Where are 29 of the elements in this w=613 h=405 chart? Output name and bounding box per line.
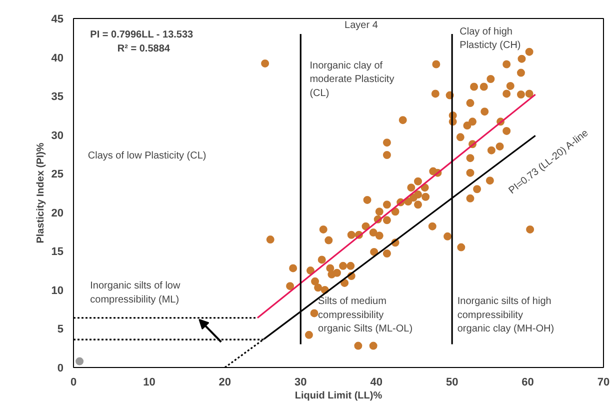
annotation: Inorganic clay of moderate Plasticity (CL) bbox=[310, 60, 394, 99]
y-tick-label: 35 bbox=[51, 91, 64, 104]
annotation: Inorganic silts of high compressibility organic clay (MH-OH) bbox=[457, 296, 554, 335]
y-tick-label: 45 bbox=[51, 14, 64, 26]
chart-title: Layer 4 bbox=[344, 20, 378, 32]
annotation: Clay of high Plasticty (CH) bbox=[460, 26, 521, 52]
y-tick-label: 30 bbox=[51, 130, 64, 142]
annotation: PI = 0.7996LL - 13.533 bbox=[90, 29, 194, 40]
x-tick-label: 20 bbox=[218, 376, 232, 388]
y-tick-label: 0 bbox=[57, 362, 64, 374]
y-tick-label: 40 bbox=[51, 52, 64, 64]
annotation: Silts of medium compressibility organic Silts (ML-OL) bbox=[318, 296, 413, 335]
y-tick-label: 20 bbox=[51, 207, 64, 220]
y-tick-label: 25 bbox=[51, 168, 64, 181]
y-tick-label: 15 bbox=[51, 246, 64, 258]
x-tick-label: 0 bbox=[70, 376, 77, 388]
x-tick-label: 50 bbox=[446, 376, 458, 388]
y-tick-label: 10 bbox=[51, 284, 64, 297]
annotation: Inorganic silts of low compressibility (ML) bbox=[90, 280, 181, 306]
annotation: R² = 0.5884 bbox=[117, 43, 170, 54]
x-axis-title: Liquid Limit (LL)% bbox=[294, 390, 382, 402]
x-tick-label: 40 bbox=[370, 376, 382, 388]
y-tick-label: 5 bbox=[57, 324, 64, 336]
x-tick-label: 30 bbox=[294, 376, 307, 388]
x-tick-label: 60 bbox=[522, 376, 534, 388]
x-tick-label: 10 bbox=[143, 376, 156, 388]
annotation: Clays of low Plasticity (CL) bbox=[88, 150, 206, 162]
y-axis-title: Plasticity Index (PI)% bbox=[35, 142, 46, 244]
x-tick-label: 70 bbox=[597, 376, 610, 388]
